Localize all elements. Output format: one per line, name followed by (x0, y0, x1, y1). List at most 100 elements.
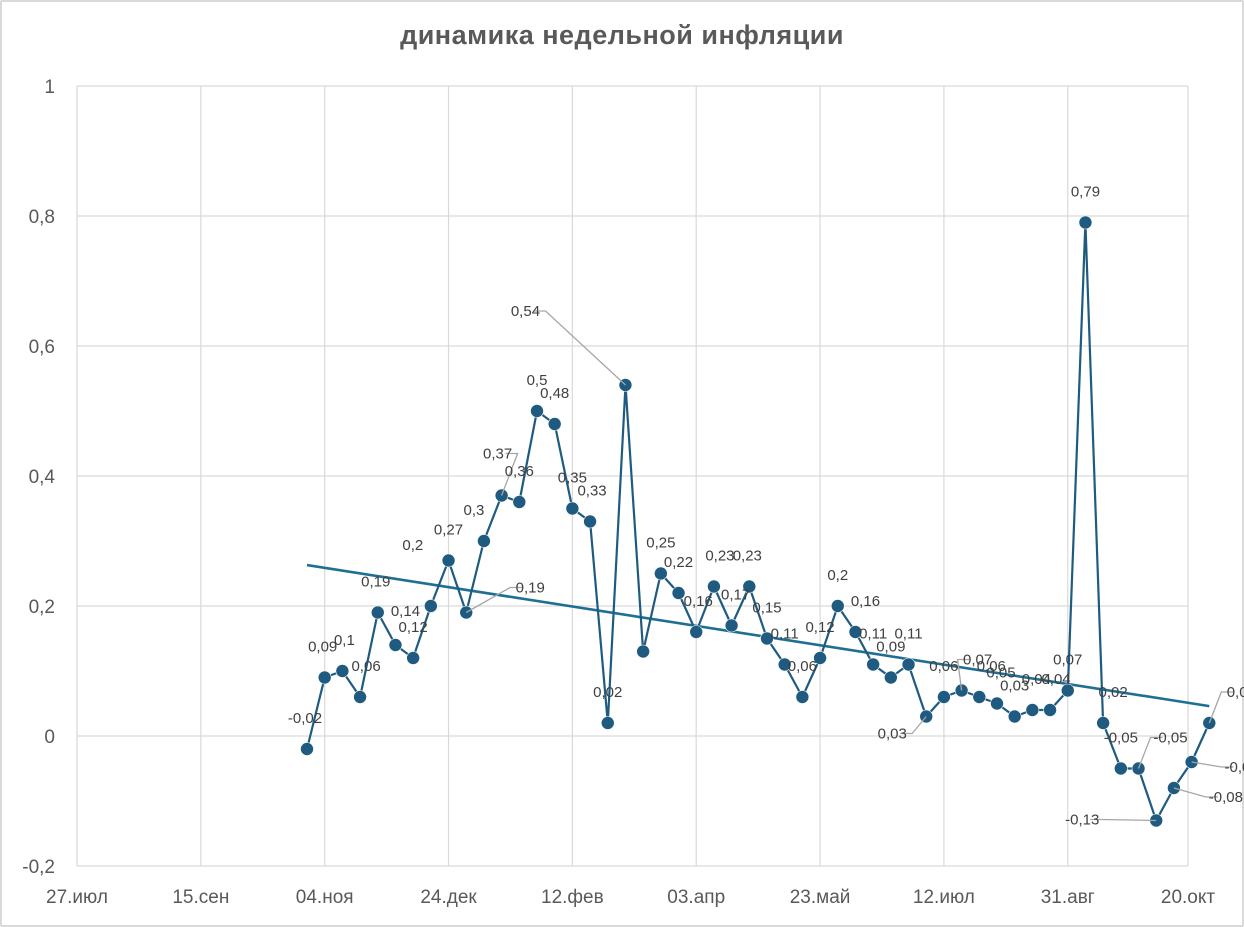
data-point (1060, 683, 1075, 698)
data-label: 0,02 (593, 684, 622, 701)
data-label: -0,05 (1104, 730, 1138, 747)
data-label: 0,12 (399, 619, 428, 636)
x-tick-label: 04.ноя (296, 887, 354, 908)
data-label: 0,07 (963, 652, 992, 669)
data-point (901, 657, 916, 672)
y-tick-label: 0,4 (29, 467, 56, 488)
x-tick-label: 24.дек (420, 887, 477, 908)
chart-title: динамика недельной инфляции (400, 20, 844, 50)
data-point (530, 404, 544, 418)
x-axis-ticks: 27.июл 15.сен 04.ноя 24.дек 12.фев 03.апр 23.м… (46, 887, 1215, 908)
data-label: 0,19 (361, 574, 390, 591)
x-tick-label: 12.июл (913, 887, 975, 908)
label-leader (956, 658, 970, 691)
data-label: 0,02 (1099, 684, 1128, 701)
label-leader (900, 716, 927, 735)
data-label: 0,22 (664, 554, 693, 571)
data-label: 0,09 (308, 639, 337, 656)
data-label: 0,02 (1227, 684, 1244, 701)
label-leader (1137, 736, 1163, 769)
x-tick-label: 12.фев (541, 887, 604, 908)
data-point (1007, 709, 1022, 724)
data-label: 0,14 (391, 603, 420, 620)
data-point (937, 690, 951, 704)
data-label: 0,15 (752, 600, 781, 617)
trendline-line (306, 563, 1210, 708)
grid (76, 85, 1189, 867)
data-point (777, 657, 792, 672)
data-point (600, 716, 615, 730)
y-tick-label: 1 (44, 77, 55, 98)
data-label: 0,06 (788, 658, 817, 675)
data-label: 0,11 (894, 626, 922, 643)
data-point (1078, 215, 1093, 230)
data-point (689, 625, 704, 639)
data-labels: -0,020,090,10,060,190,140,120,20,270,190… (288, 184, 1244, 829)
data-point (848, 625, 863, 639)
data-point (742, 579, 757, 594)
data-point (866, 657, 880, 672)
data-label: 0,05 (986, 665, 1015, 682)
series-line (305, 221, 1211, 822)
data-point (583, 514, 597, 529)
label-leader (1090, 818, 1157, 822)
data-label: 0,16 (851, 593, 880, 610)
data-point (760, 631, 774, 646)
x-tick-label: 20.окт (1161, 887, 1216, 908)
data-point (954, 683, 969, 698)
y-tick-label: 0,6 (29, 337, 55, 358)
data-point (547, 417, 562, 431)
data-label: 0,19 (516, 580, 545, 597)
x-tick-label: 27.июл (46, 887, 108, 908)
data-label: 0,09 (876, 639, 905, 656)
data-point (972, 690, 987, 704)
data-point (884, 670, 898, 685)
x-tick-label: 23.май (790, 887, 851, 908)
label-leaders (465, 310, 1234, 822)
data-point (477, 534, 491, 548)
data-label: 0,16 (684, 593, 713, 610)
data-label: 0,48 (540, 385, 569, 402)
data-label: 0,23 (705, 548, 734, 565)
data-label: 0,33 (577, 483, 606, 500)
data-label: -0,02 (288, 710, 322, 727)
data-point (813, 651, 827, 665)
data-point (1096, 716, 1110, 730)
data-label: 0,3 (463, 502, 484, 519)
data-label: 0,35 (558, 470, 587, 487)
data-point (1025, 703, 1040, 717)
data-point (724, 618, 739, 633)
data-label: 0,54 (511, 303, 540, 320)
data-point (565, 501, 580, 516)
label-leader (533, 310, 626, 386)
data-label: 0,79 (1071, 184, 1100, 201)
label-leader (1208, 691, 1234, 724)
data-label: 0,1 (334, 632, 355, 649)
data-point (424, 599, 438, 613)
x-tick-label: 15.сен (172, 887, 229, 908)
data-point (335, 664, 350, 678)
data-point (654, 566, 668, 581)
data-point (441, 553, 456, 568)
data-point (317, 670, 332, 685)
data-label: 0,06 (977, 658, 1006, 675)
label-leader (1191, 761, 1234, 768)
data-point (1202, 716, 1217, 730)
data-label: 0,36 (505, 463, 534, 480)
data-label: -0,08 (1209, 789, 1243, 806)
data-point (990, 696, 1004, 711)
data-point (830, 599, 845, 613)
data-label: 0,27 (434, 522, 463, 539)
series (300, 215, 1217, 828)
data-label: 0,04 (1022, 671, 1051, 688)
data-label: 0,11 (771, 626, 799, 643)
data-label: 0,04 (1041, 671, 1070, 688)
data-point (671, 586, 686, 600)
y-tick-label: 0 (44, 727, 55, 748)
x-tick-label: 03.апр (667, 887, 725, 908)
data-label: -0,04 (1224, 759, 1244, 776)
data-label: 0,06 (351, 658, 380, 675)
trendline (306, 563, 1210, 708)
data-label: 0,2 (402, 537, 423, 554)
